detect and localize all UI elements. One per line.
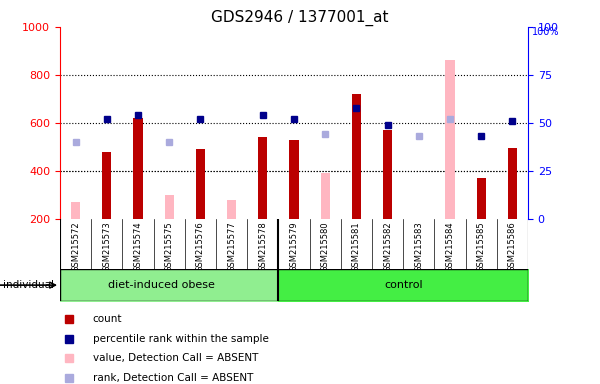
Text: GSM215577: GSM215577	[227, 221, 236, 272]
Bar	[196, 149, 205, 219]
Bar	[320, 173, 330, 219]
Text: GSM215576: GSM215576	[196, 221, 205, 272]
Text: GSM215575: GSM215575	[164, 221, 174, 272]
Bar	[227, 200, 236, 219]
Text: GSM215579: GSM215579	[290, 221, 299, 272]
Text: GSM215574: GSM215574	[133, 221, 143, 272]
Text: percentile rank within the sample: percentile rank within the sample	[93, 334, 269, 344]
Text: GDS2946 / 1377001_at: GDS2946 / 1377001_at	[211, 10, 389, 26]
Text: GSM215580: GSM215580	[320, 221, 330, 272]
Bar	[133, 118, 143, 219]
Bar	[476, 178, 486, 219]
Bar	[352, 94, 361, 219]
Text: 100%: 100%	[532, 27, 560, 37]
Text: count: count	[93, 314, 122, 324]
Bar	[445, 61, 455, 219]
Bar	[289, 140, 299, 219]
Text: GSM215573: GSM215573	[102, 221, 112, 272]
Text: control: control	[384, 280, 422, 290]
Text: GSM215583: GSM215583	[414, 221, 424, 272]
Text: GSM215578: GSM215578	[258, 221, 267, 272]
Bar	[508, 148, 517, 219]
Bar	[102, 152, 112, 219]
Text: GSM215585: GSM215585	[476, 221, 485, 272]
Text: GSM215584: GSM215584	[445, 221, 455, 272]
Text: value, Detection Call = ABSENT: value, Detection Call = ABSENT	[93, 353, 258, 363]
Text: diet-induced obese: diet-induced obese	[108, 280, 215, 290]
Text: GSM215582: GSM215582	[383, 221, 392, 272]
Bar	[71, 202, 80, 219]
Text: rank, Detection Call = ABSENT: rank, Detection Call = ABSENT	[93, 373, 253, 383]
Text: GSM215581: GSM215581	[352, 221, 361, 272]
Bar	[383, 130, 392, 219]
Text: GSM215586: GSM215586	[508, 221, 517, 272]
Bar	[164, 195, 174, 219]
Text: individual: individual	[3, 280, 54, 290]
Text: GSM215572: GSM215572	[71, 221, 80, 272]
Bar	[258, 137, 268, 219]
